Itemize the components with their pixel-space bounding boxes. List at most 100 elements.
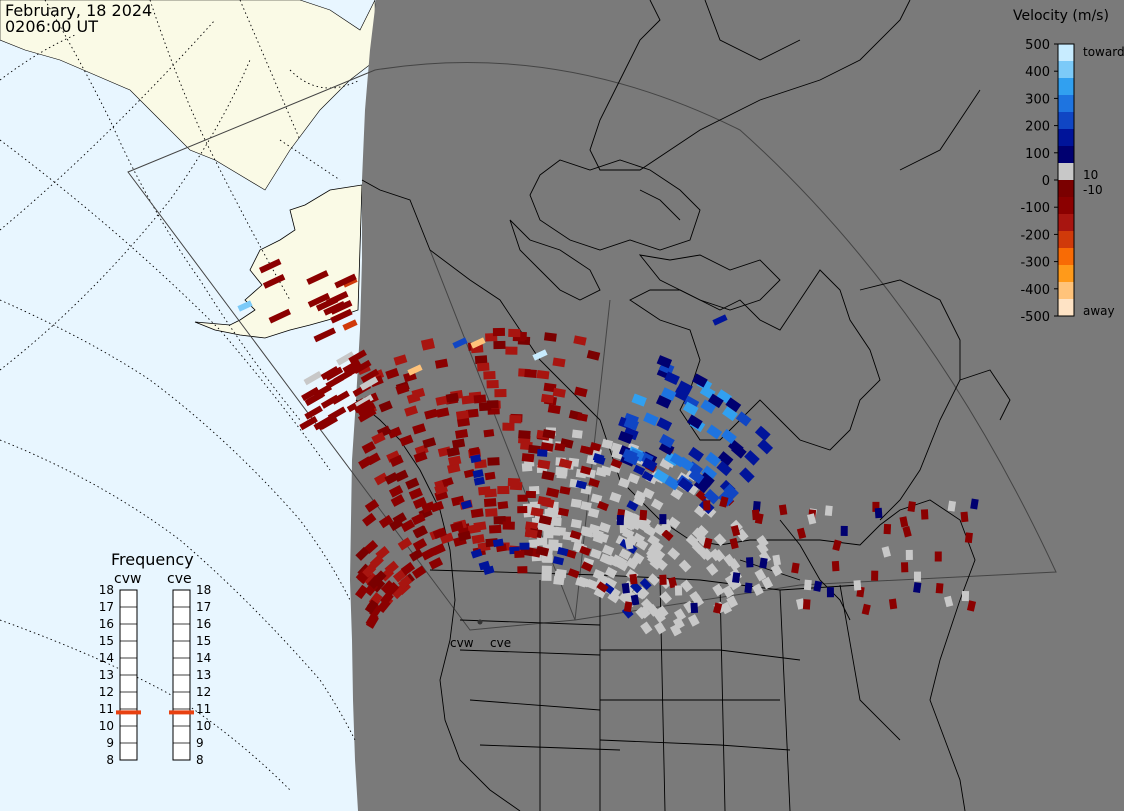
radar-site-label-cvw: cvw [450,636,474,650]
velocity-cell [705,451,721,467]
velocity-cell [391,585,406,600]
velocity-cell [395,383,410,395]
velocity-cell [689,591,702,604]
velocity-cell [680,579,693,593]
velocity-cell [411,565,427,579]
velocity-cell [485,508,498,517]
frequency-scale-label: 14 [99,651,114,665]
velocity-cell [430,500,445,513]
velocity-cell [470,337,486,349]
velocity-cell [616,514,624,526]
velocity-cell [574,386,588,398]
velocity-cell [586,349,601,361]
velocity-cell [751,509,760,521]
velocity-cell [961,590,970,602]
velocity-cell [759,551,772,564]
velocity-cell [541,554,552,563]
velocity-cell [623,417,639,431]
velocity-cell [960,511,969,523]
velocity-cell [556,469,567,479]
velocity-cell [888,598,898,610]
velocity-cell [656,417,673,432]
velocity-cell [538,514,553,526]
velocity-cell [682,401,699,416]
velocity-cell [342,319,358,331]
velocity-cell [659,591,673,604]
velocity-cell [832,539,842,551]
velocity-cell [598,522,611,533]
velocity-cell [306,390,326,405]
velocity-cell [478,560,491,571]
velocity-cell [667,516,681,530]
velocity-cell [728,439,744,455]
colorbar-segment [1058,78,1074,96]
velocity-cell [756,535,769,548]
velocity-cell [358,456,373,470]
velocity-cell [575,480,588,490]
velocity-cell [778,504,788,516]
velocity-cell [883,523,892,535]
velocity-cell [966,600,977,612]
colorbar-segment [1058,299,1074,317]
frequency-title: Frequency [111,550,194,569]
velocity-cell [460,499,473,510]
velocity-cell [421,340,435,351]
velocity-cell [543,332,557,342]
velocity-cell [488,524,502,534]
velocity-cell [695,489,708,502]
velocity-cell [487,457,500,466]
velocity-cell [643,412,659,426]
frequency-scale-label: 9 [106,736,114,750]
velocity-cell [355,546,370,561]
velocity-cell [502,422,515,431]
velocity-cell [535,545,550,557]
velocity-cell [700,399,717,414]
velocity-cell [541,572,552,581]
velocity-cell [447,463,461,474]
velocity-cell [371,432,386,445]
velocity-cell [630,581,643,594]
velocity-cell [639,577,652,591]
velocity-cell [552,556,565,566]
velocity-cell [492,538,504,548]
velocity-cell [507,478,521,487]
velocity-cell [692,373,708,388]
velocity-cell [705,563,719,576]
velocity-cell [590,493,603,504]
velocity-cell [404,405,419,417]
velocity-cell [421,547,436,561]
velocity-cell [649,557,663,571]
colorbar-toward-label: toward [1083,45,1124,59]
colorbar-segment [1058,129,1074,147]
velocity-cell [617,430,634,444]
velocity-cell [407,364,423,376]
velocity-cell [524,521,539,532]
velocity-cell [626,500,639,512]
velocity-cell [632,532,646,545]
velocity-cell [509,414,522,424]
velocity-cell [703,500,711,511]
velocity-cell [455,410,469,420]
velocity-cell [385,581,400,597]
velocity-cell [364,499,380,513]
velocity-cell [492,327,506,337]
colorbar-title: Velocity (m/s) [1013,8,1109,24]
velocity-cell [668,576,678,589]
velocity-cell [412,525,427,538]
velocity-cell [304,405,323,420]
velocity-cell [592,532,605,544]
velocity-cell [595,466,608,477]
velocity-cell [691,541,705,555]
velocity-cell [619,522,628,534]
colorbar-tick-label: 400 [1025,65,1050,80]
colorbar-segment [1058,180,1074,198]
velocity-cell [695,525,709,538]
velocity-cell [559,486,571,495]
velocity-cell [713,533,727,547]
velocity-cell [627,512,641,524]
velocity-cell [588,523,601,535]
velocity-cell [707,393,724,409]
velocity-cell [436,407,450,418]
velocity-cell [387,426,402,439]
velocity-cell [518,430,531,440]
